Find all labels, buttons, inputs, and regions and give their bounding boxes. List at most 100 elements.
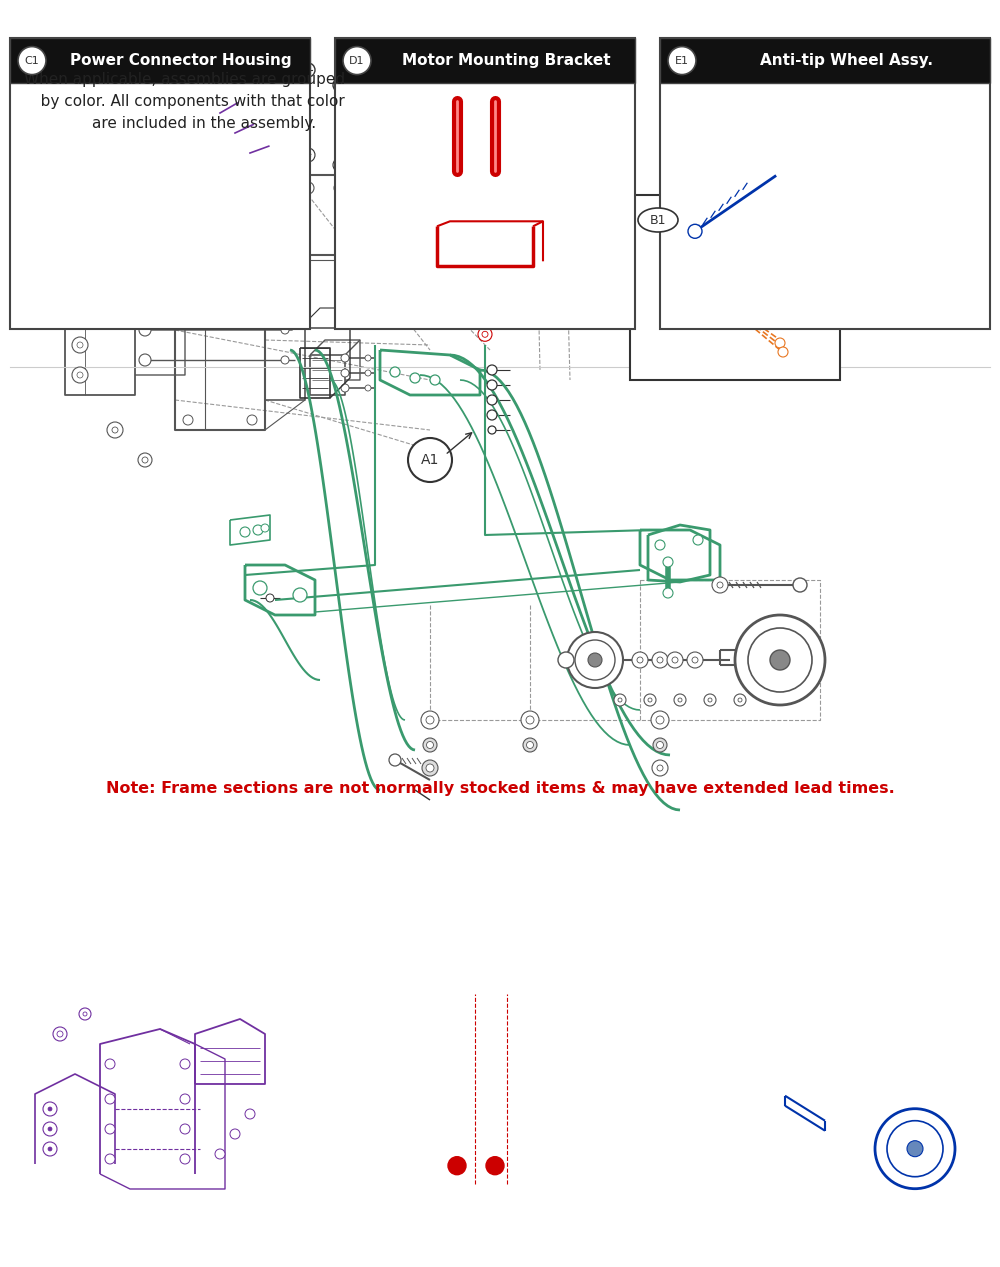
Circle shape bbox=[293, 588, 307, 602]
Circle shape bbox=[337, 162, 343, 169]
Circle shape bbox=[657, 658, 663, 663]
Circle shape bbox=[563, 188, 567, 193]
Circle shape bbox=[341, 353, 349, 362]
Circle shape bbox=[887, 114, 903, 131]
Circle shape bbox=[454, 174, 460, 180]
Circle shape bbox=[652, 653, 668, 668]
Circle shape bbox=[423, 737, 437, 753]
Circle shape bbox=[651, 711, 669, 729]
Circle shape bbox=[656, 716, 664, 723]
Circle shape bbox=[253, 525, 263, 535]
Circle shape bbox=[775, 338, 785, 348]
Text: E1: E1 bbox=[675, 56, 689, 66]
Circle shape bbox=[575, 640, 615, 680]
Circle shape bbox=[486, 1157, 504, 1175]
Circle shape bbox=[365, 370, 371, 376]
Circle shape bbox=[875, 1109, 955, 1188]
Circle shape bbox=[180, 1093, 190, 1104]
Circle shape bbox=[333, 79, 347, 92]
Circle shape bbox=[449, 94, 465, 109]
Circle shape bbox=[426, 716, 434, 723]
Circle shape bbox=[478, 327, 492, 341]
Circle shape bbox=[735, 614, 825, 704]
Circle shape bbox=[426, 764, 434, 772]
Circle shape bbox=[663, 557, 673, 568]
Circle shape bbox=[492, 279, 508, 294]
Circle shape bbox=[389, 754, 401, 767]
Circle shape bbox=[105, 1059, 115, 1069]
Circle shape bbox=[672, 658, 678, 663]
Circle shape bbox=[562, 162, 568, 169]
Circle shape bbox=[678, 698, 682, 702]
Circle shape bbox=[79, 1009, 91, 1020]
Circle shape bbox=[302, 182, 314, 194]
Circle shape bbox=[215, 1149, 225, 1159]
Circle shape bbox=[408, 438, 452, 481]
Circle shape bbox=[588, 653, 602, 666]
Circle shape bbox=[793, 578, 807, 592]
Circle shape bbox=[529, 48, 543, 62]
Circle shape bbox=[482, 331, 488, 337]
Circle shape bbox=[77, 312, 83, 318]
Circle shape bbox=[343, 47, 371, 75]
Circle shape bbox=[637, 658, 643, 663]
Circle shape bbox=[648, 698, 652, 702]
Circle shape bbox=[487, 94, 503, 109]
Text: When applicable, assemblies are grouped
   by color. All components with that co: When applicable, assemblies are grouped … bbox=[24, 72, 346, 132]
Bar bbox=[630, 195, 840, 380]
Circle shape bbox=[77, 372, 83, 378]
Bar bbox=[660, 38, 990, 84]
Circle shape bbox=[558, 653, 574, 668]
Circle shape bbox=[43, 1142, 57, 1156]
Circle shape bbox=[266, 594, 274, 602]
Circle shape bbox=[687, 653, 703, 668]
Circle shape bbox=[95, 295, 105, 305]
Circle shape bbox=[521, 711, 539, 729]
Circle shape bbox=[717, 582, 723, 588]
Circle shape bbox=[487, 365, 497, 375]
Circle shape bbox=[505, 257, 515, 267]
Circle shape bbox=[338, 186, 342, 190]
Circle shape bbox=[281, 326, 289, 334]
Circle shape bbox=[105, 1154, 115, 1164]
Circle shape bbox=[355, 255, 365, 265]
Circle shape bbox=[48, 1147, 52, 1150]
Circle shape bbox=[477, 308, 493, 324]
Circle shape bbox=[48, 1126, 52, 1131]
Circle shape bbox=[530, 184, 542, 196]
Text: Power Connector Housing: Power Connector Housing bbox=[70, 53, 292, 68]
Circle shape bbox=[565, 257, 575, 267]
Circle shape bbox=[770, 650, 790, 670]
Circle shape bbox=[139, 324, 151, 336]
Circle shape bbox=[365, 355, 371, 361]
Circle shape bbox=[487, 169, 503, 184]
Circle shape bbox=[476, 288, 494, 305]
Circle shape bbox=[692, 658, 698, 663]
Circle shape bbox=[708, 698, 712, 702]
Circle shape bbox=[240, 527, 250, 537]
Circle shape bbox=[83, 1012, 87, 1016]
Circle shape bbox=[183, 416, 193, 424]
Circle shape bbox=[341, 369, 349, 378]
Circle shape bbox=[301, 148, 315, 162]
Circle shape bbox=[72, 367, 88, 383]
Circle shape bbox=[656, 741, 664, 749]
Ellipse shape bbox=[638, 208, 678, 232]
Circle shape bbox=[567, 632, 623, 688]
Circle shape bbox=[449, 169, 465, 184]
Circle shape bbox=[748, 628, 812, 692]
Circle shape bbox=[872, 123, 878, 129]
Circle shape bbox=[558, 158, 572, 172]
Circle shape bbox=[390, 367, 400, 378]
Circle shape bbox=[663, 588, 673, 598]
Circle shape bbox=[410, 372, 420, 383]
Text: B1: B1 bbox=[650, 214, 666, 227]
Circle shape bbox=[487, 395, 497, 405]
Circle shape bbox=[142, 457, 148, 462]
Circle shape bbox=[712, 576, 728, 593]
Circle shape bbox=[475, 266, 495, 286]
Circle shape bbox=[180, 1154, 190, 1164]
Circle shape bbox=[523, 737, 537, 753]
Circle shape bbox=[281, 356, 289, 364]
Circle shape bbox=[183, 300, 193, 310]
